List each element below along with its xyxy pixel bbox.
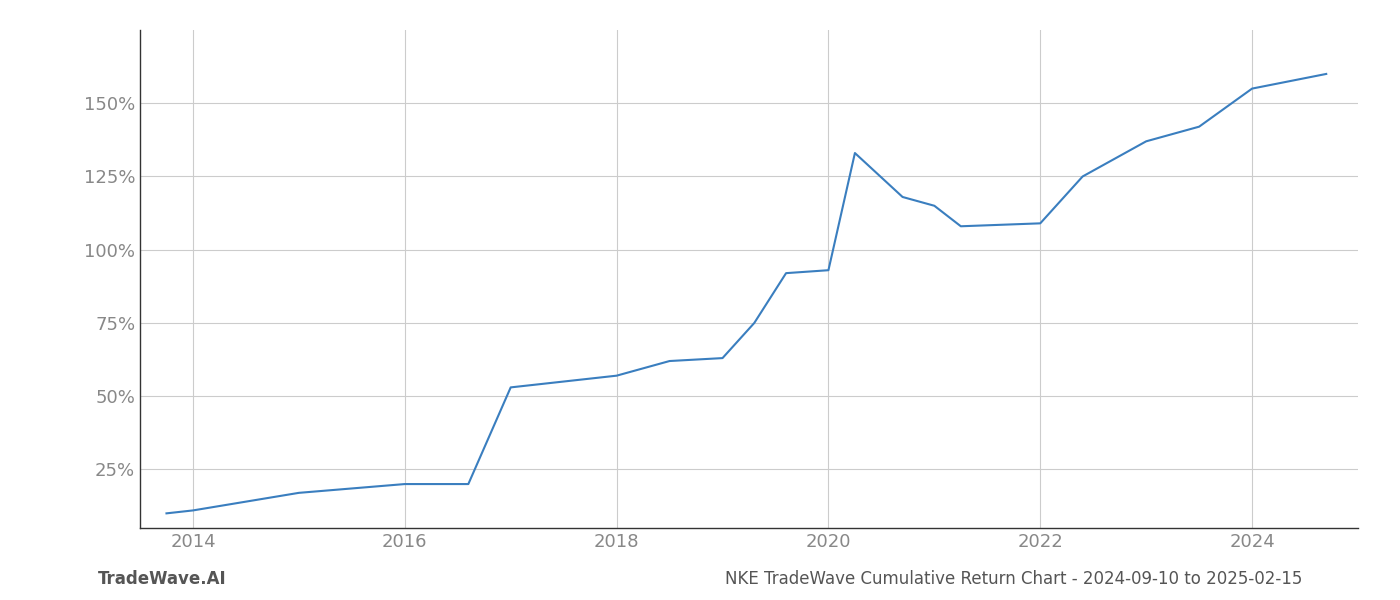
Text: TradeWave.AI: TradeWave.AI [98,570,227,588]
Text: NKE TradeWave Cumulative Return Chart - 2024-09-10 to 2025-02-15: NKE TradeWave Cumulative Return Chart - … [725,570,1302,588]
